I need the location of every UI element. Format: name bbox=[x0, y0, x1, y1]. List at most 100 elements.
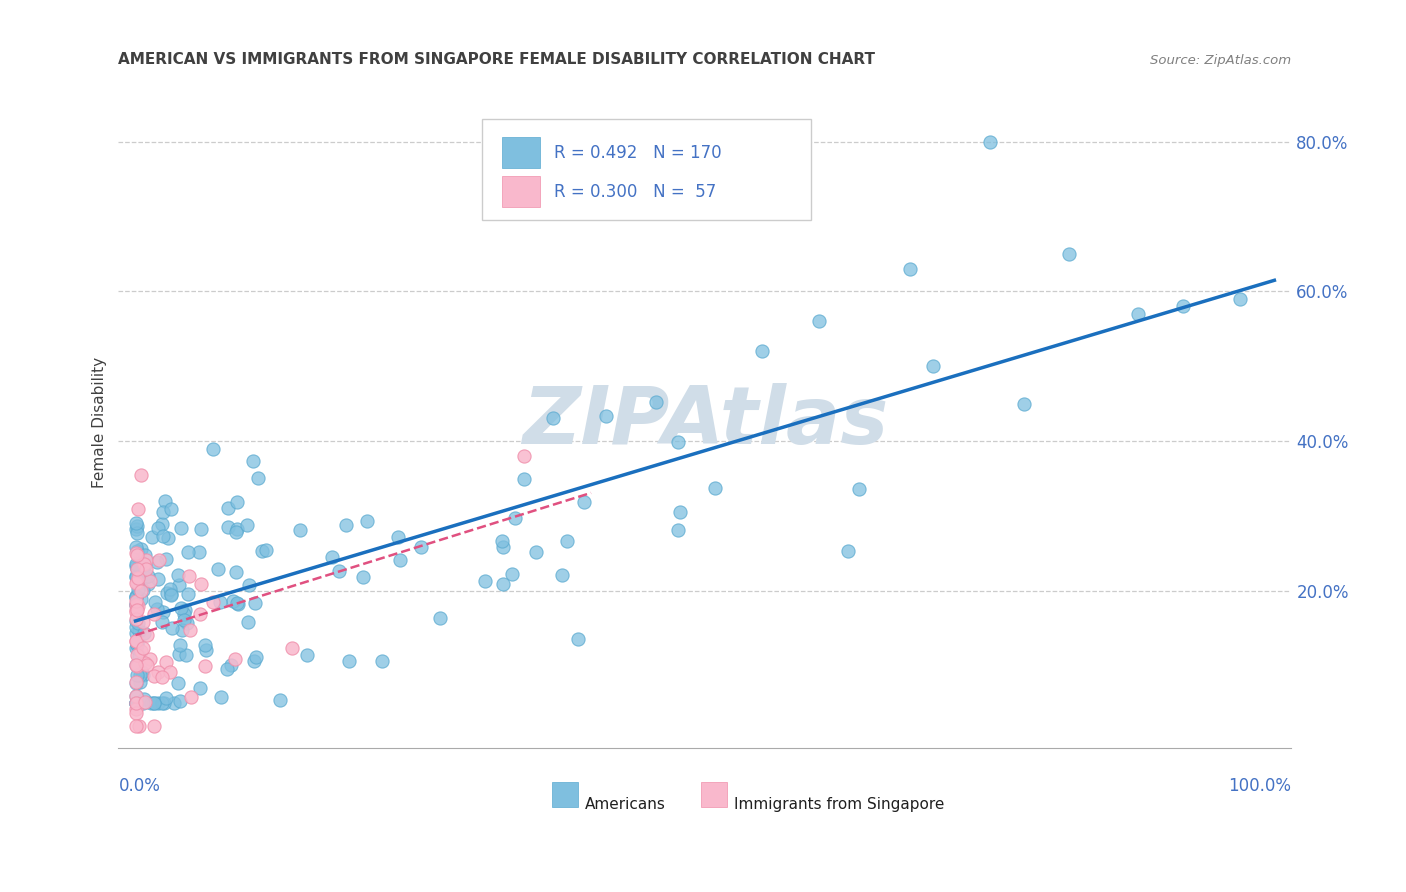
Point bbox=[666, 523, 689, 537]
Point bbox=[125, 658, 148, 673]
Y-axis label: Female Disability: Female Disability bbox=[93, 357, 107, 488]
Text: 100.0%: 100.0% bbox=[1229, 777, 1292, 796]
Point bbox=[1012, 396, 1035, 410]
Point bbox=[125, 640, 148, 655]
Point bbox=[208, 594, 231, 608]
Point bbox=[124, 620, 146, 634]
Bar bbox=[702, 782, 727, 806]
Point bbox=[127, 582, 149, 597]
Point bbox=[194, 643, 217, 657]
Point bbox=[226, 495, 249, 509]
Point bbox=[1126, 307, 1149, 321]
Point bbox=[138, 651, 160, 665]
Point bbox=[250, 544, 273, 558]
Point bbox=[127, 501, 149, 516]
Point bbox=[129, 558, 152, 572]
Point bbox=[128, 718, 150, 732]
Point bbox=[335, 518, 357, 533]
Point bbox=[238, 578, 260, 592]
Point bbox=[124, 626, 146, 640]
Point bbox=[125, 575, 148, 590]
Point bbox=[129, 541, 152, 556]
Bar bbox=[502, 176, 540, 207]
Point bbox=[157, 531, 180, 545]
Point bbox=[124, 706, 146, 720]
Point bbox=[225, 596, 247, 610]
Point bbox=[159, 582, 181, 596]
Text: R = 0.492   N = 170: R = 0.492 N = 170 bbox=[554, 144, 721, 161]
Point bbox=[572, 495, 595, 509]
Point bbox=[179, 623, 201, 637]
Point bbox=[160, 588, 183, 602]
Point bbox=[124, 540, 146, 554]
Point bbox=[169, 647, 191, 661]
Point bbox=[429, 611, 451, 625]
Point bbox=[152, 505, 174, 519]
Point bbox=[321, 550, 343, 565]
Point bbox=[132, 667, 155, 681]
Point bbox=[550, 568, 572, 582]
Point bbox=[389, 552, 412, 566]
Bar bbox=[553, 782, 578, 806]
Point bbox=[127, 636, 149, 650]
Point bbox=[124, 605, 146, 619]
Point bbox=[124, 593, 146, 607]
Point bbox=[124, 696, 146, 710]
Point bbox=[217, 662, 239, 676]
Point bbox=[125, 516, 148, 531]
Point bbox=[169, 521, 191, 535]
Point bbox=[173, 607, 195, 622]
Point bbox=[129, 668, 152, 682]
Point bbox=[236, 518, 259, 533]
Point bbox=[124, 634, 146, 648]
Point bbox=[125, 559, 148, 574]
Point bbox=[134, 625, 156, 640]
Point bbox=[136, 628, 159, 642]
Point bbox=[225, 524, 247, 539]
Point bbox=[134, 570, 156, 584]
Point bbox=[132, 615, 155, 629]
Point bbox=[555, 534, 578, 549]
Point bbox=[128, 624, 150, 638]
Point bbox=[127, 548, 149, 562]
Point bbox=[337, 653, 360, 667]
Point bbox=[125, 569, 148, 583]
Point bbox=[146, 555, 169, 569]
Text: ZIPAtlas: ZIPAtlas bbox=[522, 384, 889, 461]
Point bbox=[139, 574, 162, 589]
Point bbox=[222, 594, 245, 608]
Point bbox=[132, 640, 155, 655]
Point bbox=[143, 607, 166, 621]
Point bbox=[146, 602, 169, 616]
Point bbox=[169, 694, 191, 708]
Point bbox=[124, 603, 146, 617]
Point bbox=[167, 567, 190, 582]
Point bbox=[474, 574, 496, 589]
Point bbox=[242, 654, 264, 668]
Point bbox=[242, 454, 264, 468]
Point bbox=[125, 614, 148, 628]
Point bbox=[1059, 247, 1081, 261]
Point bbox=[125, 544, 148, 558]
Point bbox=[188, 681, 211, 695]
Point bbox=[921, 359, 943, 373]
Point bbox=[124, 522, 146, 536]
Text: Immigrants from Singapore: Immigrants from Singapore bbox=[734, 797, 945, 812]
Point bbox=[1229, 292, 1251, 306]
Point bbox=[125, 591, 148, 605]
Point bbox=[127, 638, 149, 652]
Point bbox=[146, 521, 169, 535]
Point bbox=[513, 449, 536, 463]
Point bbox=[152, 696, 174, 710]
Point bbox=[143, 669, 166, 683]
Point bbox=[219, 658, 242, 673]
Point bbox=[503, 511, 526, 525]
Point bbox=[281, 641, 304, 656]
Point bbox=[150, 670, 173, 684]
Point bbox=[668, 505, 690, 519]
Point bbox=[169, 577, 191, 591]
Point bbox=[155, 691, 177, 706]
Point bbox=[125, 590, 148, 604]
Point bbox=[129, 643, 152, 657]
Point bbox=[125, 702, 148, 716]
